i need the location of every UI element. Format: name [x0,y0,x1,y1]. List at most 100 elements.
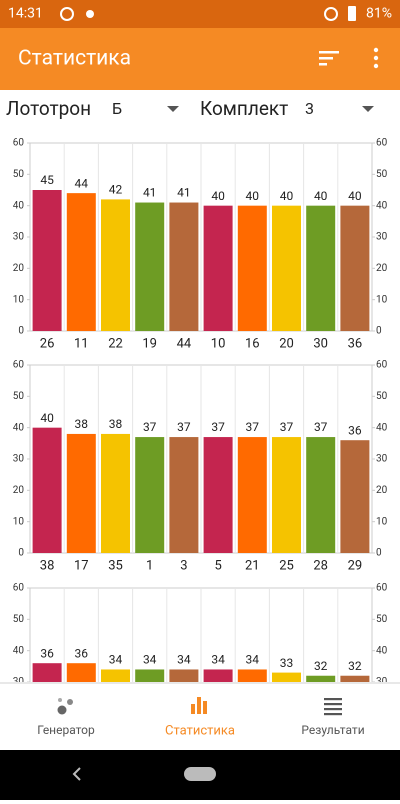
y-tick-label: 60 [13,583,25,594]
y-tick-label: 0 [18,548,24,559]
back-button[interactable] [72,767,81,781]
home-button[interactable] [184,767,216,781]
battery-icon [348,6,356,21]
filter[interactable]: Лототрон Б [6,97,179,120]
y2-tick-label: 30 [376,454,388,465]
x-tick-label: 11 [74,336,89,351]
bar [272,437,301,553]
bar [32,190,62,331]
y2-tick-label: 40 [376,422,388,433]
y2-tick-label: 40 [376,645,388,656]
filter-label: Комплект [200,97,288,120]
value-label: 32 [314,659,328,673]
value-label: 37 [314,420,328,434]
x-tick-label: 21 [245,558,260,573]
icon [60,7,74,21]
y-tick-label: 50 [13,614,25,625]
sort-button[interactable] [319,51,339,66]
y2-tick-label: 10 [376,516,388,527]
bar [66,433,96,553]
x-tick-label: 10 [211,336,226,351]
y-tick-label: 20 [13,485,25,496]
value-label: 40 [40,411,54,425]
nav-item[interactable]: Генератор [37,698,95,737]
y2-tick-label: 20 [376,263,388,274]
value-label: 37 [177,420,191,434]
bar [237,205,267,331]
value-label: 34 [109,653,123,667]
y2-tick-label: 50 [376,169,388,180]
x-tick-label: 22 [108,336,123,351]
nav-item[interactable]: Результати [301,698,365,737]
value-label: 36 [75,646,89,660]
x-tick-label: 28 [313,558,328,573]
value-label: 34 [177,653,191,667]
x-tick-label: 25 [279,558,294,573]
value-label: 34 [211,653,225,667]
x-tick-label: 17 [74,558,89,573]
y-tick-label: 10 [13,516,25,527]
y2-tick-label: 40 [376,200,388,211]
bar [306,437,336,553]
y2-tick-label: 50 [376,391,388,402]
filter-value: 3 [305,99,314,118]
bar [237,437,267,553]
value-label: 34 [143,653,157,667]
value-label: 40 [246,189,260,203]
time: 14:31 [8,6,43,22]
status-bar [0,0,400,28]
app-title: Статистика [18,47,131,71]
bar [169,202,199,331]
value-label: 40 [211,189,225,203]
value-label: 36 [348,423,362,437]
nav-item[interactable]: Статистика [165,697,235,738]
y-tick-label: 30 [13,232,25,243]
y-tick-label: 20 [13,263,25,274]
value-label: 37 [246,420,260,434]
x-tick-label: 19 [142,336,157,351]
y2-tick-label: 60 [376,138,388,149]
bar [169,437,199,553]
value-label: 45 [40,173,54,187]
x-tick-label: 1 [146,558,153,573]
y-tick-label: 40 [13,200,25,211]
value-label: 41 [143,186,157,200]
app-bar [0,28,400,90]
y-tick-label: 30 [13,454,25,465]
value-label: 33 [280,656,294,670]
filter[interactable]: Комплект 3 [200,97,374,120]
x-tick-label: 26 [40,336,55,351]
y2-tick-label: 30 [376,232,388,243]
bar [32,427,62,553]
dropdown-arrow [167,106,179,112]
x-tick-label: 16 [245,336,260,351]
value-label: 32 [348,659,362,673]
icon [324,7,338,21]
nav-label: Статистика [165,723,235,738]
x-tick-label: 20 [279,336,294,351]
bar [203,437,233,553]
bar [306,205,336,331]
filter-value: Б [112,99,122,118]
value-label: 37 [143,420,157,434]
dropdown-arrow [362,106,374,112]
bottom-nav [0,684,400,750]
y2-tick-label: 0 [376,548,382,559]
x-tick-label: 30 [313,336,328,351]
y2-tick-label: 60 [376,360,388,371]
bar [101,433,130,553]
bar [203,205,233,331]
value-label: 37 [280,420,294,434]
nav-shadow [0,682,400,684]
filter-label: Лототрон [6,97,91,120]
y-tick-label: 60 [13,138,25,149]
y2-tick-label: 0 [376,326,382,337]
y-tick-label: 50 [13,169,25,180]
y-tick-label: 50 [13,391,25,402]
nav-label: Результати [301,723,364,737]
y2-tick-label: 50 [376,614,388,625]
value-label: 34 [246,653,260,667]
value-label: 40 [348,189,362,203]
menu-button[interactable] [373,47,379,69]
